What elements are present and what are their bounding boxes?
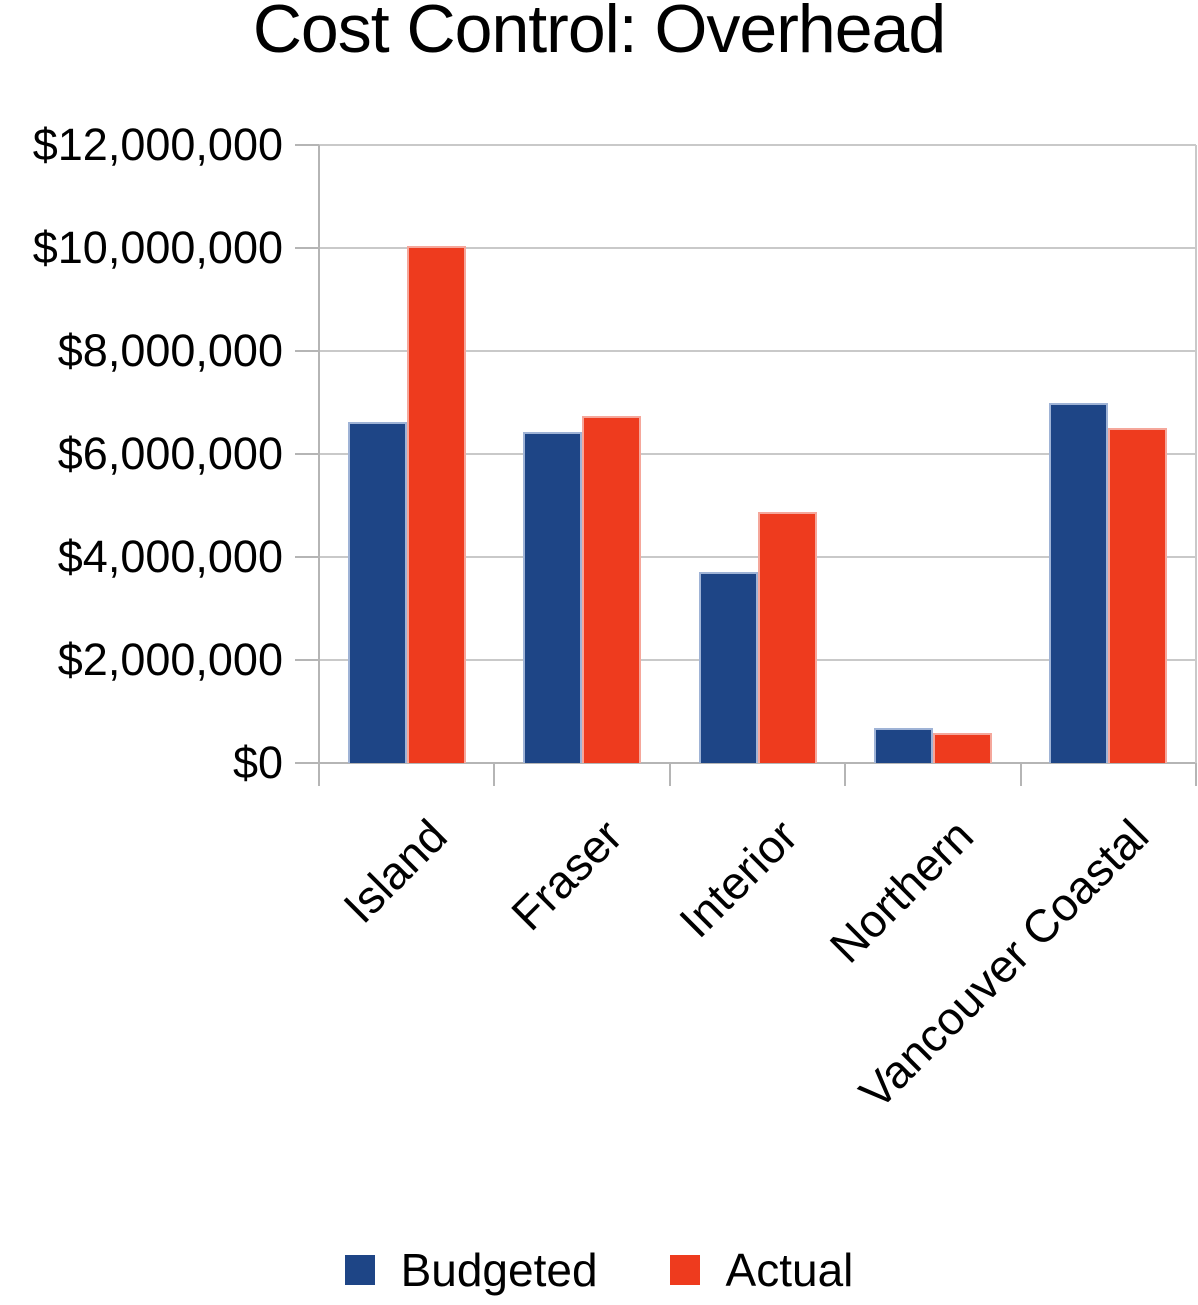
legend-label-budgeted: Budgeted [400, 1244, 598, 1296]
gridline [319, 453, 1196, 455]
bar-vancouver-coastal-actual [1108, 427, 1168, 763]
bar-fraser-actual [582, 415, 642, 763]
x-axis-tick [1019, 763, 1022, 786]
legend-item-budgeted: Budgeted [344, 1244, 598, 1296]
x-axis-label: Vancouver Coastal [849, 809, 1159, 1119]
y-axis-line [318, 145, 320, 786]
x-axis-label: Island [333, 809, 457, 933]
y-axis-label: $0 [232, 737, 283, 788]
y-axis-tick [295, 144, 319, 146]
y-axis-label: $10,000,000 [32, 222, 283, 273]
legend-swatch-budgeted [344, 1255, 375, 1285]
x-axis-tick [668, 763, 671, 786]
legend-swatch-actual [669, 1255, 700, 1285]
chart-title: Cost Control: Overhead [252, 0, 946, 67]
y-axis-tick [295, 247, 319, 249]
bar-interior-actual [757, 512, 817, 763]
gridline [319, 762, 1196, 764]
bar-northern-actual [932, 733, 992, 763]
bar-island-budgeted [347, 421, 407, 763]
y-axis-label: $6,000,000 [57, 428, 283, 479]
y-axis-tick [295, 556, 319, 558]
y-axis-label: $12,000,000 [32, 119, 283, 170]
x-axis-label: Interior [669, 809, 808, 948]
gridline [319, 350, 1196, 352]
gridline [319, 247, 1196, 249]
bar-vancouver-coastal-budgeted [1049, 402, 1109, 763]
bar-interior-budgeted [698, 571, 758, 763]
bar-northern-budgeted [873, 727, 933, 763]
x-axis-tick [844, 763, 847, 786]
x-axis-label: Fraser [501, 809, 633, 941]
legend-label-actual: Actual [725, 1244, 854, 1296]
x-axis-tick [493, 763, 496, 786]
y-axis-tick [295, 659, 319, 661]
y-axis-label: $4,000,000 [57, 531, 283, 582]
legend: Budgeted Actual [0, 1240, 1198, 1300]
x-axis-tick [1195, 763, 1197, 786]
x-axis-tick [318, 763, 320, 786]
y-axis-tick [295, 350, 319, 352]
y-axis-tick [295, 453, 319, 455]
x-axis-label: Northern [819, 809, 983, 973]
legend-item-actual: Actual [669, 1244, 854, 1296]
y-axis-label: $2,000,000 [57, 634, 283, 685]
y-axis-label: $8,000,000 [57, 325, 283, 376]
bar-fraser-budgeted [523, 431, 583, 763]
plot-right-border [1195, 145, 1197, 763]
gridline [319, 144, 1196, 146]
y-axis-tick [295, 762, 319, 764]
bar-island-actual [406, 246, 466, 763]
